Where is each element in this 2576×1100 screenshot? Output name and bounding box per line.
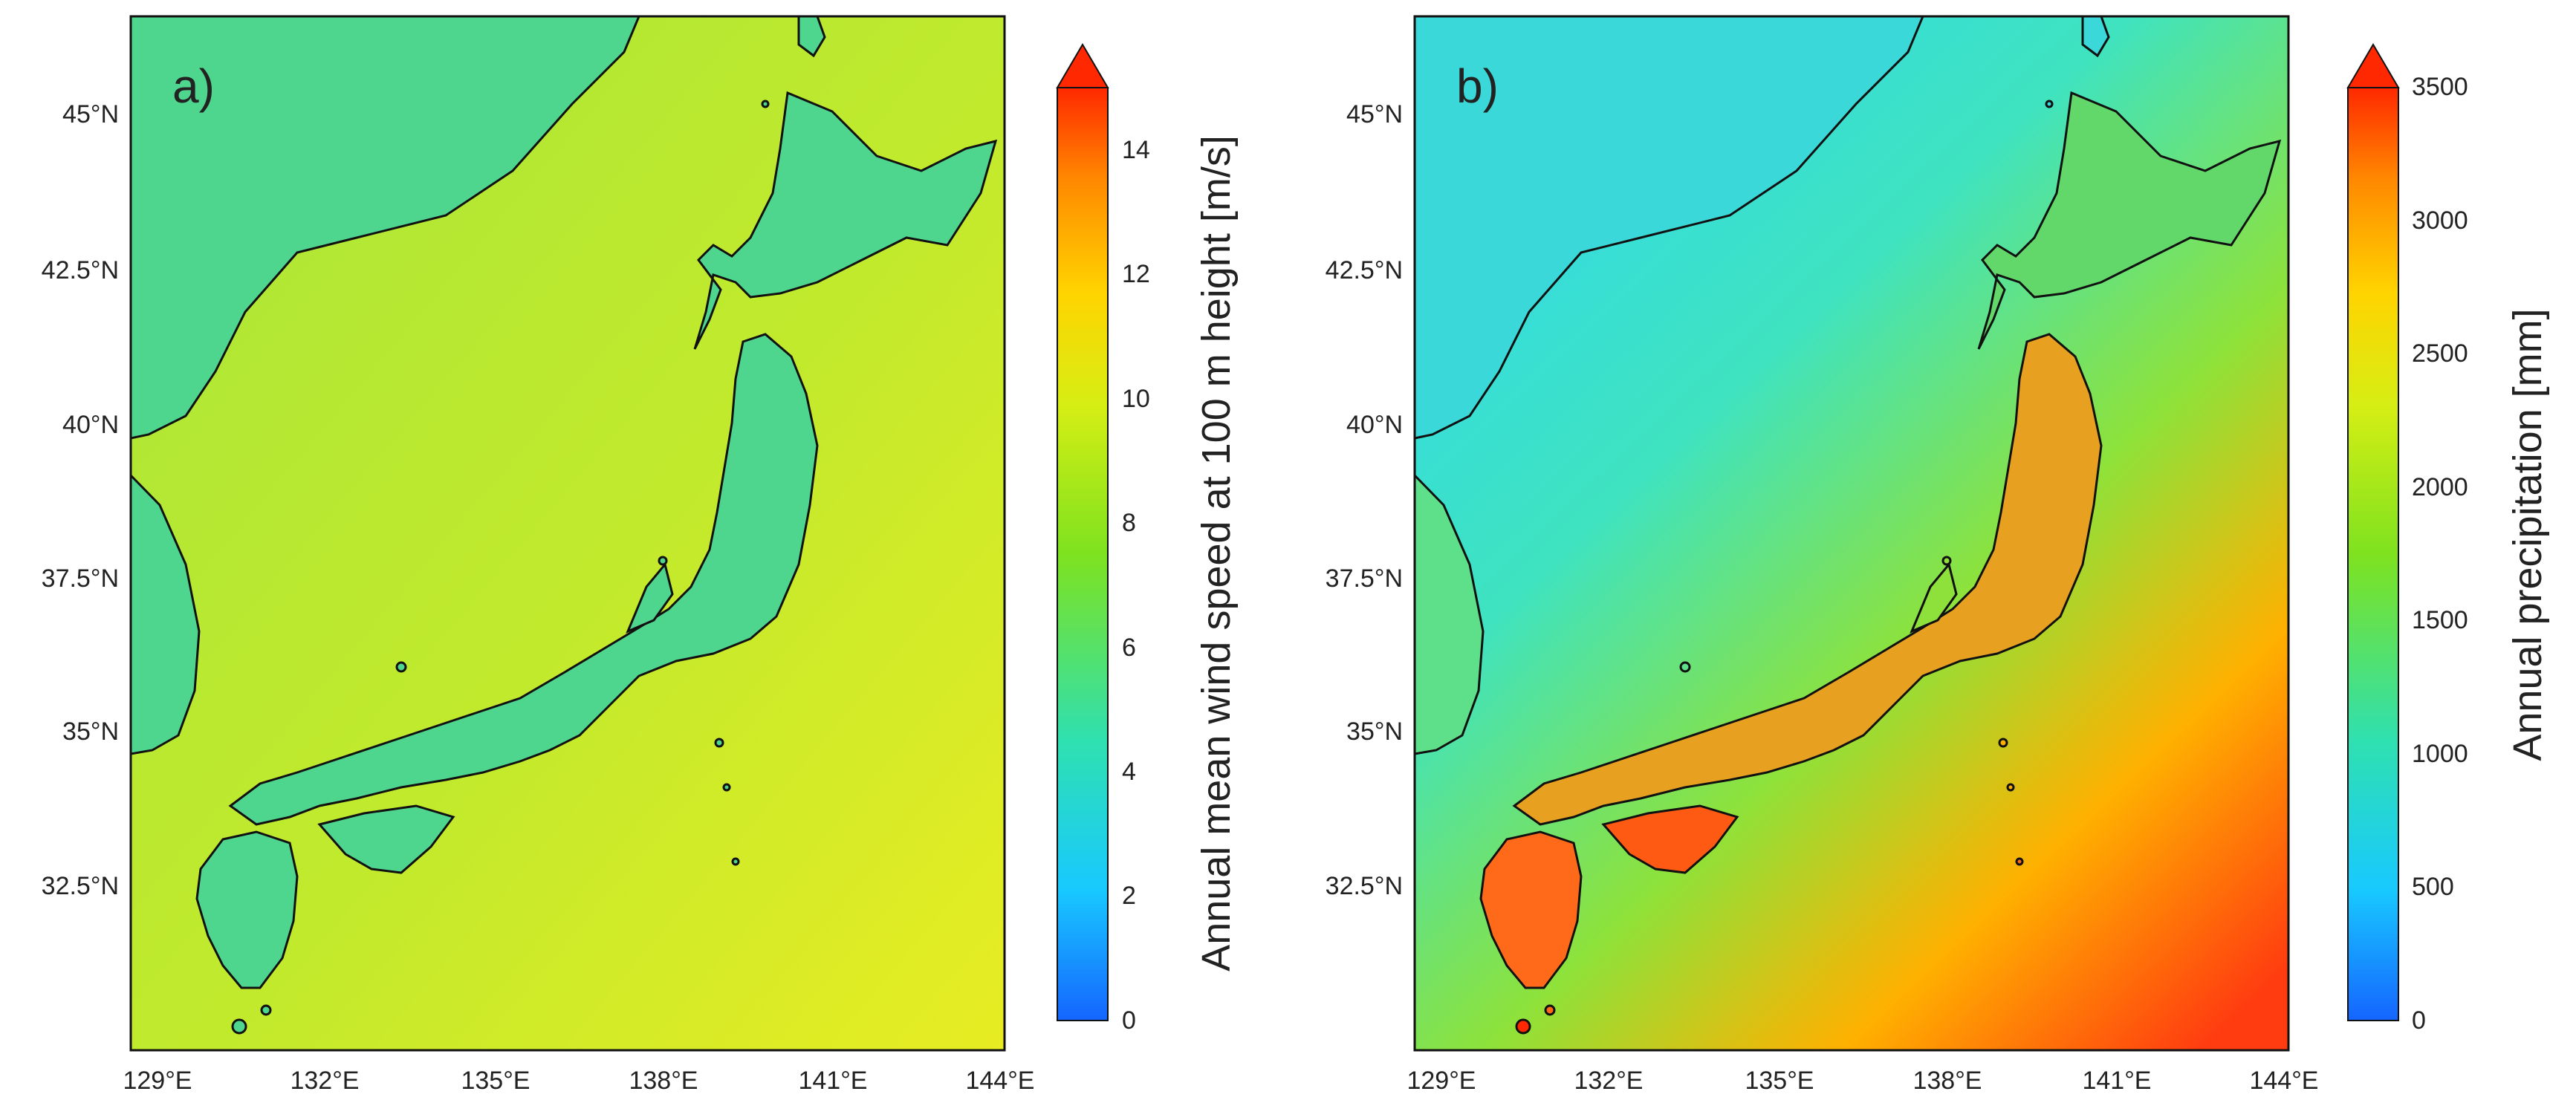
colorbar-title-b: Annual precipitation [mm] xyxy=(2505,308,2550,761)
lon-tick: 141°E xyxy=(2082,1067,2151,1095)
lat-ticks-a: 45°N 42.5°N 40°N 37.5°N 35°N 32.5°N xyxy=(42,100,119,900)
colorbar-title-a: Annual mean wind speed at 100 m height [… xyxy=(1194,135,1239,972)
colorbar-tick: 500 xyxy=(2412,873,2454,901)
colorbar-tick: 0 xyxy=(2412,1006,2426,1035)
colorbar-tick: 1000 xyxy=(2412,740,2468,768)
mainland-landmass xyxy=(131,16,640,440)
lat-tick: 37.5°N xyxy=(42,564,119,593)
lon-tick: 135°E xyxy=(1745,1067,1814,1095)
colorbar-extend-arrow xyxy=(1056,43,1109,88)
lat-tick: 42.5°N xyxy=(42,256,119,284)
lat-ticks-b: 45°N 42.5°N 40°N 37.5°N 35°N 32.5°N xyxy=(1326,100,1403,900)
lat-tick: 45°N xyxy=(62,100,119,128)
lon-tick: 132°E xyxy=(290,1067,359,1095)
colorbar-extend-arrow xyxy=(2346,43,2400,88)
panel-label-b: b) xyxy=(1456,59,1499,113)
lat-tick: 45°N xyxy=(1346,100,1403,128)
korea-landmass xyxy=(131,473,201,755)
colorbar-a: 0 2 4 6 8 10 12 14 Annual mean wind spee… xyxy=(1056,43,1239,1035)
lon-tick: 138°E xyxy=(1912,1067,1982,1095)
island xyxy=(1544,1004,1556,1016)
lat-tick: 32.5°N xyxy=(1326,872,1403,900)
colorbar-b: 0 500 1000 1500 2000 2500 3000 3500 Annu… xyxy=(2346,43,2550,1035)
sakhalin-landmass xyxy=(2081,16,2110,58)
island xyxy=(658,556,668,566)
lon-tick: 129°E xyxy=(123,1067,192,1095)
colorbar-tick: 3500 xyxy=(2412,73,2468,101)
kyushu-landmass xyxy=(1479,830,1583,989)
colorbar-tick: 3000 xyxy=(2412,206,2468,235)
noto-peninsula xyxy=(1910,562,1958,634)
lon-tick: 141°E xyxy=(798,1067,867,1095)
island xyxy=(761,100,770,108)
colorbar-tick: 0 xyxy=(1122,1006,1136,1035)
lon-tick: 135°E xyxy=(461,1067,530,1095)
panel-label-a: a) xyxy=(172,59,215,113)
colorbar-tick: 6 xyxy=(1122,634,1136,662)
island xyxy=(231,1018,247,1035)
island xyxy=(2045,100,2054,108)
lon-tick: 144°E xyxy=(2249,1067,2318,1095)
island xyxy=(1679,661,1691,673)
sakhalin-landmass xyxy=(797,16,826,58)
lon-tick: 132°E xyxy=(1574,1067,1643,1095)
lat-tick: 40°N xyxy=(62,411,119,439)
shikoku-landmass xyxy=(1601,804,1739,874)
lat-tick: 35°N xyxy=(1346,717,1403,746)
lat-tick: 32.5°N xyxy=(42,872,119,900)
colorbar-gradient xyxy=(2347,87,2399,1021)
hokkaido-landmass xyxy=(693,91,998,350)
island xyxy=(2015,857,2024,866)
noto-peninsula xyxy=(626,562,674,634)
shikoku-landmass xyxy=(317,804,455,874)
map-frame-b xyxy=(1413,15,2290,1052)
panel-b: b) 45°N 42.5°N 40°N 37.5°N 35°N 32.5°N 1… xyxy=(1326,15,2550,1095)
island xyxy=(395,661,407,673)
colorbar-tick: 2000 xyxy=(2412,473,2468,501)
colorbar-tick: 8 xyxy=(1122,509,1136,537)
island xyxy=(731,857,740,866)
colorbar-tick: 10 xyxy=(1122,385,1150,413)
lon-ticks-b: 129°E 132°E 135°E 138°E 141°E 144°E xyxy=(1407,1067,2318,1095)
lat-tick: 40°N xyxy=(1346,411,1403,439)
colorbar-tick: 1500 xyxy=(2412,606,2468,634)
lon-tick: 144°E xyxy=(965,1067,1034,1095)
hokkaido-landmass xyxy=(1977,91,2282,350)
lat-tick: 35°N xyxy=(62,717,119,746)
colorbar-tick: 2 xyxy=(1122,882,1136,910)
lat-tick: 42.5°N xyxy=(1326,256,1403,284)
korea-landmass xyxy=(1415,473,1485,755)
lon-ticks-a: 129°E 132°E 135°E 138°E 141°E 144°E xyxy=(123,1067,1034,1095)
lon-tick: 138°E xyxy=(629,1067,698,1095)
panel-a: a) 45°N 42.5°N 40°N 37.5°N 35°N 32.5°N 1… xyxy=(42,15,1239,1095)
island xyxy=(714,738,724,748)
colorbar-tick: 4 xyxy=(1122,758,1136,786)
colorbar-gradient xyxy=(1057,87,1109,1021)
island xyxy=(260,1004,272,1016)
lat-tick: 37.5°N xyxy=(1326,564,1403,593)
colorbar-tick: 2500 xyxy=(2412,339,2468,368)
honshu-landmass xyxy=(228,333,819,826)
map-frame-a xyxy=(129,15,1006,1052)
colorbar-tick: 14 xyxy=(1122,136,1150,164)
island xyxy=(722,783,731,792)
lon-tick: 129°E xyxy=(1407,1067,1476,1095)
colorbar-tick: 12 xyxy=(1122,260,1150,288)
island xyxy=(1998,738,2008,748)
island xyxy=(1941,556,1952,566)
island xyxy=(2006,783,2015,792)
kyushu-landmass xyxy=(195,830,299,989)
island xyxy=(1515,1018,1531,1035)
honshu-landmass xyxy=(1512,333,2103,826)
mainland-landmass xyxy=(1415,16,1924,440)
